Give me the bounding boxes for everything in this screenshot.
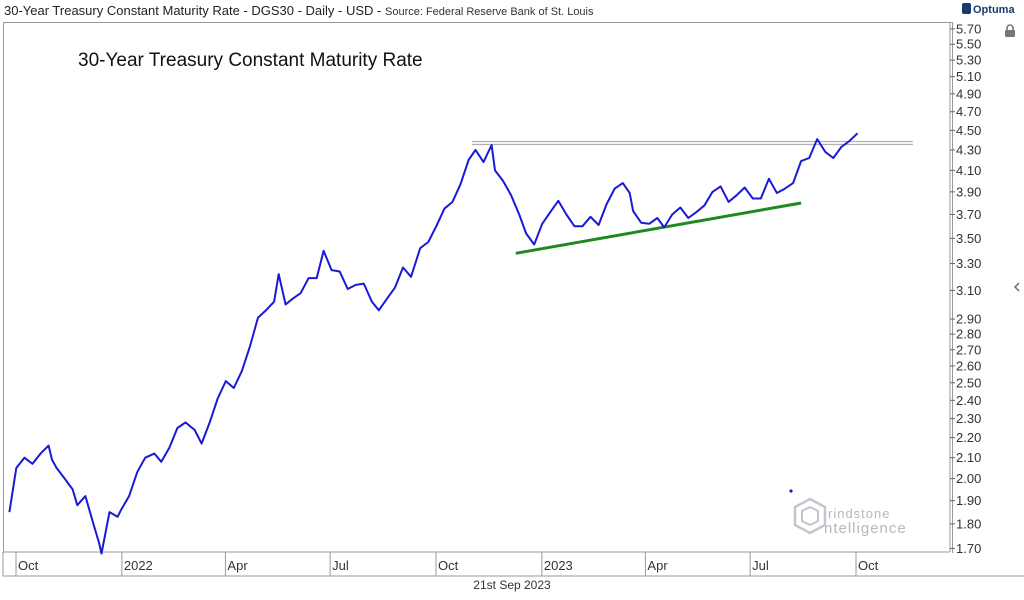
y-tick-label: 3.10 [956,283,981,298]
chart-title: 30-Year Treasury Constant Maturity Rate [78,50,423,71]
y-tick-label: 5.30 [956,53,981,68]
x-tick-label: Oct [858,558,879,573]
optuma-logo-icon [962,3,971,14]
support-trendline [515,201,802,255]
header-source: Source: Federal Reserve Bank of St. Loui… [385,6,594,18]
y-tick-label: 2.80 [956,327,981,342]
plot-area [3,22,953,553]
y-tick-label: 1.70 [956,541,981,556]
x-tick-label: 2023 [544,558,573,573]
y-tick-label: 2.20 [956,430,981,445]
y-tick-label: 4.30 [956,142,981,157]
x-tick-label: Jul [332,558,349,573]
y-tick-label: 2.10 [956,450,981,465]
watermark: rindstone ntelligence [790,496,940,542]
brand-logo: Optuma [962,3,1015,16]
watermark-line2: ntelligence [824,520,907,537]
current-date: 21st Sep 2023 [473,578,551,592]
y-tick-label: 4.90 [956,86,981,101]
x-tick-label: Jul [752,558,769,573]
x-tick-label: Oct [18,558,39,573]
y-tick-label: 2.60 [956,358,981,373]
y-axis: 5.705.505.305.10 4.90 4.70 4.50 4.30 4.10 3.90… [949,21,981,556]
y-tick-label: 4.10 [956,163,981,178]
y-tick-label: 3.30 [956,256,981,271]
y-tick-label: 2.70 [956,342,981,357]
y-tick-label: 2.30 [956,411,981,426]
header-separator: - [373,3,385,18]
y-tick-label: 2.00 [956,471,981,486]
y-tick-label: 4.70 [956,104,981,119]
x-tick-label: Apr [227,558,248,573]
y-tick-label: 2.90 [956,312,981,327]
series-line [8,132,859,555]
chevron-left-icon[interactable] [1012,280,1022,294]
y-tick-label: 3.90 [956,184,981,199]
x-tick-label: 2022 [124,558,153,573]
stray-marker [789,489,793,493]
brand-name: Optuma [973,4,1015,16]
y-tick-label: 2.50 [956,375,981,390]
watermark-line1: rindstone [828,506,891,521]
y-tick-label: 1.90 [956,493,981,508]
y-tick-label: 1.80 [956,516,981,531]
lock-icon[interactable] [1003,24,1017,38]
chart-header: 30-Year Treasury Constant Maturity Rate … [0,0,954,22]
y-tick-label: 5.10 [956,69,981,84]
header-title: 30-Year Treasury Constant Maturity Rate … [4,3,374,18]
y-tick-label: 5.50 [956,37,981,52]
x-tick-label: Apr [647,558,668,573]
y-tick-label: 5.70 [956,21,981,36]
y-tick-label: 4.50 [956,123,981,138]
y-tick-label: 2.40 [956,393,981,408]
x-tick-label: Oct [438,558,459,573]
hexagon-logo-icon [793,497,827,535]
x-axis: Oct 2022 Apr Jul Oct 2023 Apr Jul Oct [2,551,1024,577]
y-tick-label: 3.70 [956,207,981,222]
y-tick-label: 3.50 [956,231,981,246]
